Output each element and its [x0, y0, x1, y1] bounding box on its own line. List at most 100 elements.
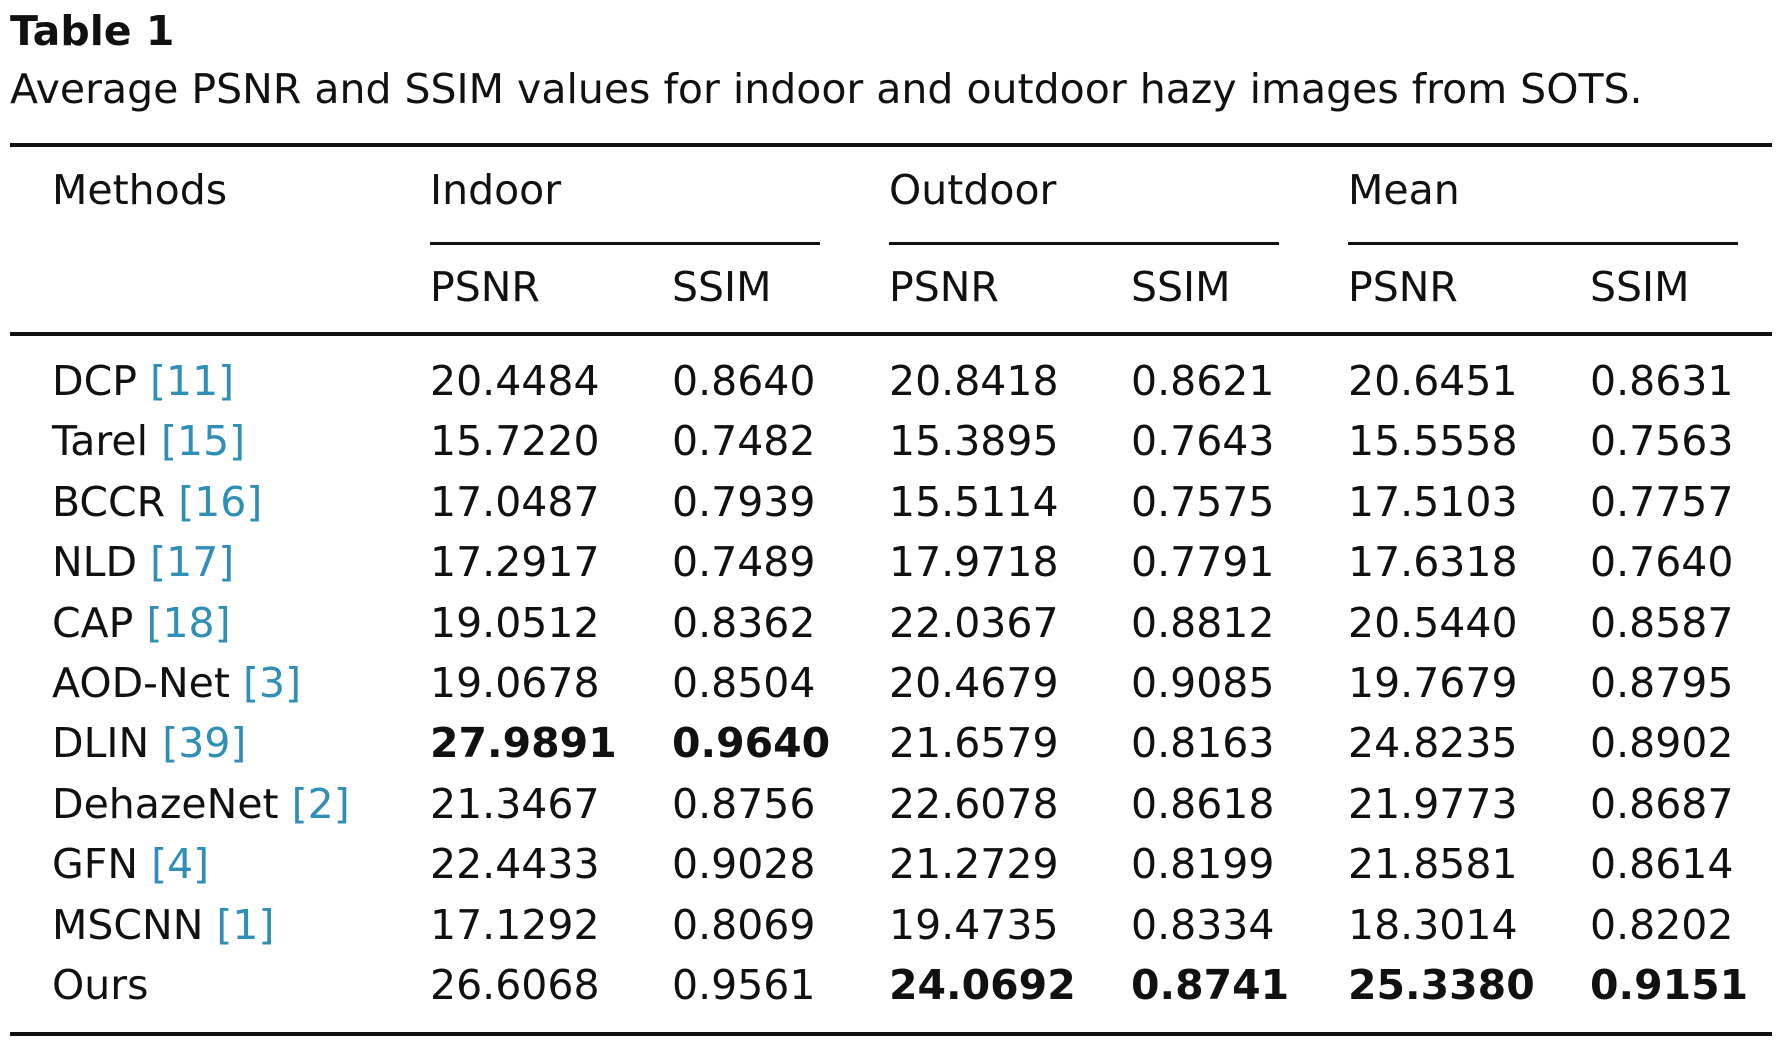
citation-link[interactable]: [39]	[162, 719, 247, 767]
value-cell: 0.8687	[1590, 780, 1734, 828]
value-cell: 20.4679	[889, 659, 1059, 707]
value-cell: 0.9640	[672, 719, 831, 767]
value-cell: 21.8581	[1348, 840, 1518, 888]
table-caption-text: Average PSNR and SSIM values for indoor …	[10, 65, 1643, 113]
header-group-outdoor: Outdoor	[889, 166, 1057, 214]
value-cell: 0.8795	[1590, 659, 1734, 707]
method-cell: MSCNN [1]	[52, 900, 275, 950]
value-cell: 0.9151	[1590, 961, 1749, 1009]
value-cell: 15.5558	[1348, 417, 1518, 465]
citation-link[interactable]: [15]	[161, 417, 246, 465]
method-cell: DLIN [39]	[52, 718, 246, 768]
method-name: DehazeNet	[52, 780, 279, 828]
value-cell: 0.8163	[1131, 719, 1275, 767]
method-name: AOD-Net	[52, 659, 230, 707]
value-cell: 19.0678	[430, 659, 600, 707]
citation-link[interactable]: [4]	[151, 840, 210, 888]
subheader-mean-psnr: PSNR	[1348, 263, 1458, 311]
table-caption-label: Table 1	[10, 7, 175, 55]
value-cell: 20.8418	[889, 357, 1059, 405]
method-name: Tarel	[52, 417, 148, 465]
value-cell: 17.1292	[430, 901, 600, 949]
value-cell: 17.5103	[1348, 478, 1518, 526]
value-cell: 19.4735	[889, 901, 1059, 949]
method-cell: CAP [18]	[52, 598, 231, 648]
value-cell: 17.9718	[889, 538, 1059, 586]
value-cell: 21.3467	[430, 780, 600, 828]
value-cell: 0.9561	[672, 961, 816, 1009]
subheader-mean-ssim: SSIM	[1590, 263, 1690, 311]
value-cell: 17.0487	[430, 478, 600, 526]
method-cell: AOD-Net [3]	[52, 658, 301, 708]
method-cell: NLD [17]	[52, 537, 234, 587]
method-name: BCCR	[52, 478, 166, 526]
value-cell: 15.5114	[889, 478, 1059, 526]
value-cell: 0.8902	[1590, 719, 1734, 767]
value-cell: 21.2729	[889, 840, 1059, 888]
value-cell: 24.0692	[889, 961, 1076, 1009]
method-name: DCP	[52, 357, 137, 405]
value-cell: 22.6078	[889, 780, 1059, 828]
citation-link[interactable]: [18]	[146, 599, 231, 647]
value-cell: 0.9085	[1131, 659, 1275, 707]
method-name: CAP	[52, 599, 134, 647]
header-group-indoor: Indoor	[430, 166, 562, 214]
value-cell: 21.6579	[889, 719, 1059, 767]
header-methods: Methods	[52, 166, 228, 214]
value-cell: 0.8334	[1131, 901, 1275, 949]
method-cell: Tarel [15]	[52, 416, 245, 466]
value-cell: 0.8199	[1131, 840, 1275, 888]
table-top-rule	[10, 143, 1772, 147]
method-name: DLIN	[52, 719, 150, 767]
citation-link[interactable]: [3]	[242, 659, 302, 707]
method-name: NLD	[52, 538, 138, 586]
subheader-outdoor-ssim: SSIM	[1131, 263, 1231, 311]
value-cell: 20.6451	[1348, 357, 1518, 405]
value-cell: 0.8587	[1590, 599, 1734, 647]
method-cell: Ours	[52, 960, 148, 1010]
value-cell: 0.7791	[1131, 538, 1275, 586]
value-cell: 0.9028	[672, 840, 816, 888]
value-cell: 0.7563	[1590, 417, 1734, 465]
value-cell: 0.8614	[1590, 840, 1734, 888]
subheader-indoor-psnr: PSNR	[430, 263, 540, 311]
citation-link[interactable]: [2]	[291, 780, 350, 828]
group-rule-indoor	[430, 242, 820, 245]
value-cell: 15.7220	[430, 417, 600, 465]
value-cell: 0.8812	[1131, 599, 1275, 647]
value-cell: 17.6318	[1348, 538, 1518, 586]
value-cell: 19.0512	[430, 599, 600, 647]
method-name: GFN	[52, 840, 139, 888]
value-cell: 25.3380	[1348, 961, 1535, 1009]
value-cell: 22.4433	[430, 840, 600, 888]
subheader-outdoor-psnr: PSNR	[889, 263, 999, 311]
method-cell: BCCR [16]	[52, 477, 262, 527]
method-cell: GFN [4]	[52, 839, 209, 889]
group-rule-outdoor	[889, 242, 1279, 245]
value-cell: 0.8621	[1131, 357, 1275, 405]
table-bottom-rule	[10, 1032, 1772, 1036]
value-cell: 0.8640	[672, 357, 816, 405]
value-cell: 0.8202	[1590, 901, 1734, 949]
table-header-rule	[10, 332, 1772, 336]
value-cell: 0.8631	[1590, 357, 1734, 405]
method-name: MSCNN	[52, 901, 204, 949]
value-cell: 0.8362	[672, 599, 816, 647]
header-group-mean: Mean	[1348, 166, 1460, 214]
value-cell: 18.3014	[1348, 901, 1518, 949]
value-cell: 0.7575	[1131, 478, 1275, 526]
value-cell: 0.8618	[1131, 780, 1275, 828]
value-cell: 0.7643	[1131, 417, 1275, 465]
value-cell: 0.8504	[672, 659, 816, 707]
method-cell: DCP [11]	[52, 356, 234, 406]
value-cell: 19.7679	[1348, 659, 1518, 707]
citation-link[interactable]: [11]	[149, 357, 235, 405]
citation-link[interactable]: [1]	[216, 901, 275, 949]
value-cell: 27.9891	[430, 719, 617, 767]
subheader-indoor-ssim: SSIM	[672, 263, 772, 311]
citation-link[interactable]: [17]	[150, 538, 235, 586]
value-cell: 0.8069	[672, 901, 816, 949]
citation-link[interactable]: [16]	[178, 478, 263, 526]
value-cell: 0.7640	[1590, 538, 1734, 586]
value-cell: 0.7757	[1590, 478, 1734, 526]
